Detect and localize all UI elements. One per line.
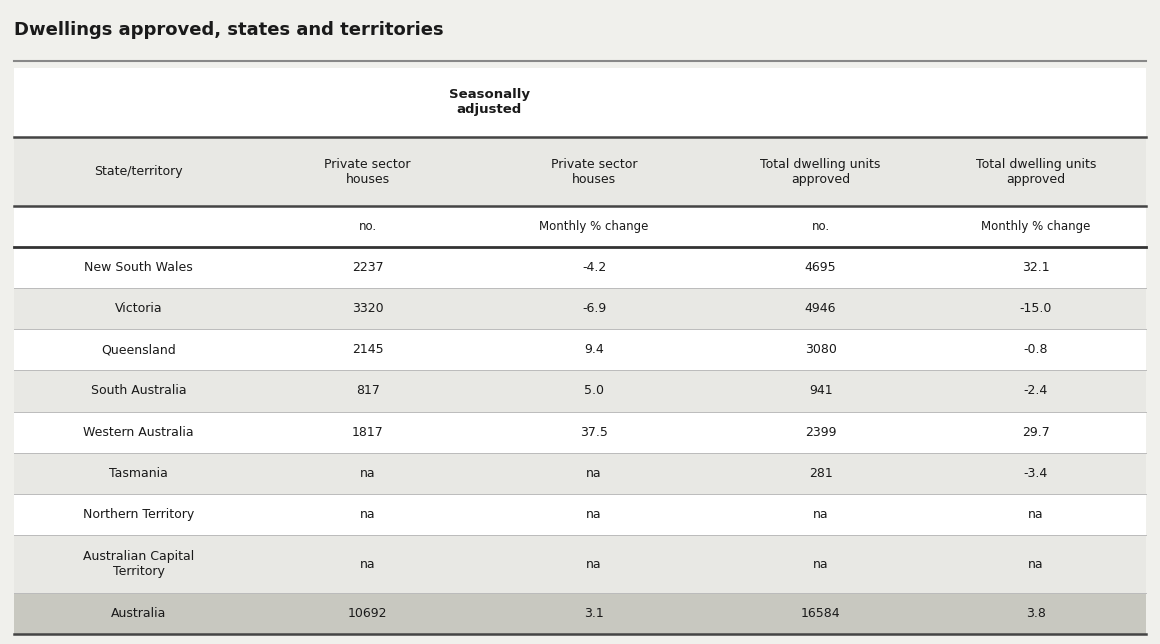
Text: 2145: 2145 [351, 343, 384, 356]
Text: 281: 281 [809, 467, 833, 480]
Text: 2237: 2237 [351, 261, 384, 274]
Text: State/territory: State/territory [94, 166, 183, 178]
Text: 32.1: 32.1 [1022, 261, 1050, 274]
Text: 4695: 4695 [805, 261, 836, 274]
Text: 2399: 2399 [805, 426, 836, 439]
Text: na: na [1028, 558, 1044, 571]
Text: Seasonally
adjusted: Seasonally adjusted [449, 88, 530, 117]
Text: 4946: 4946 [805, 302, 836, 315]
Text: na: na [813, 558, 828, 571]
Text: -6.9: -6.9 [582, 302, 607, 315]
Text: no.: no. [812, 220, 829, 233]
Text: na: na [586, 558, 602, 571]
Bar [14, 329, 1146, 370]
Text: 9.4: 9.4 [585, 343, 604, 356]
Text: Monthly % change: Monthly % change [981, 220, 1090, 233]
Text: Monthly % change: Monthly % change [539, 220, 648, 233]
Bar [14, 535, 1146, 593]
Text: 10692: 10692 [348, 607, 387, 620]
Bar [14, 68, 1146, 634]
Bar [14, 412, 1146, 453]
Text: na: na [360, 508, 376, 521]
Text: na: na [586, 467, 602, 480]
Text: Private sector
houses: Private sector houses [325, 158, 411, 185]
Bar [14, 68, 1146, 137]
Text: Tasmania: Tasmania [109, 467, 168, 480]
Text: 817: 817 [356, 384, 379, 397]
Text: Northern Territory: Northern Territory [82, 508, 194, 521]
Text: 5.0: 5.0 [585, 384, 604, 397]
Text: Total dwelling units
approved: Total dwelling units approved [976, 158, 1096, 185]
Text: Western Australia: Western Australia [84, 426, 194, 439]
Text: 1817: 1817 [351, 426, 384, 439]
Text: Total dwelling units
approved: Total dwelling units approved [761, 158, 880, 185]
Text: -15.0: -15.0 [1020, 302, 1052, 315]
Bar [14, 207, 1146, 247]
Bar [14, 453, 1146, 494]
Text: na: na [360, 467, 376, 480]
Text: 3.8: 3.8 [1025, 607, 1045, 620]
Bar [14, 370, 1146, 412]
Text: 16584: 16584 [800, 607, 840, 620]
Text: -2.4: -2.4 [1023, 384, 1047, 397]
Text: Private sector
houses: Private sector houses [551, 158, 637, 185]
Bar [14, 593, 1146, 634]
Text: -4.2: -4.2 [582, 261, 607, 274]
Text: na: na [1028, 508, 1044, 521]
Text: na: na [813, 508, 828, 521]
Text: na: na [360, 558, 376, 571]
Text: South Australia: South Australia [90, 384, 187, 397]
Text: no.: no. [358, 220, 377, 233]
Text: Australia: Australia [110, 607, 166, 620]
Bar [14, 494, 1146, 535]
Text: Australian Capital
Territory: Australian Capital Territory [82, 550, 194, 578]
Text: 37.5: 37.5 [580, 426, 608, 439]
Text: -0.8: -0.8 [1023, 343, 1047, 356]
Text: Victoria: Victoria [115, 302, 162, 315]
Text: Queensland: Queensland [101, 343, 176, 356]
Text: 3.1: 3.1 [585, 607, 604, 620]
Text: 3080: 3080 [805, 343, 836, 356]
Text: 29.7: 29.7 [1022, 426, 1050, 439]
Bar [14, 137, 1146, 207]
Text: 3320: 3320 [351, 302, 384, 315]
Text: -3.4: -3.4 [1023, 467, 1047, 480]
Text: na: na [586, 508, 602, 521]
Bar [14, 247, 1146, 288]
Text: New South Wales: New South Wales [84, 261, 193, 274]
Text: Dwellings approved, states and territories: Dwellings approved, states and territori… [14, 21, 443, 39]
Text: 941: 941 [809, 384, 833, 397]
Bar [14, 288, 1146, 329]
